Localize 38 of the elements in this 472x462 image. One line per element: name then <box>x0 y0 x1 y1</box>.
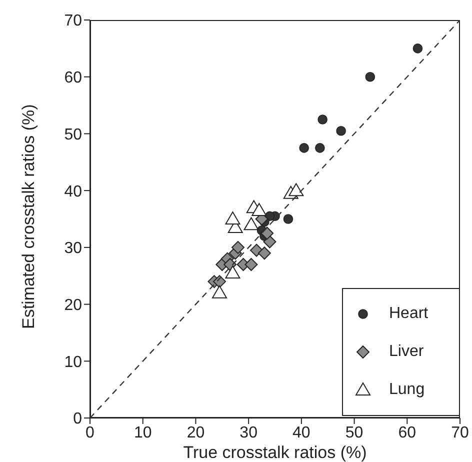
point <box>365 72 376 82</box>
y-axis-title: Estimated crosstalk ratios (%) <box>19 104 38 329</box>
x-tick-label: 20 <box>186 424 205 442</box>
point <box>244 217 259 230</box>
y-tick-label: 50 <box>64 126 82 144</box>
x-tick-label: 0 <box>86 424 95 442</box>
point <box>318 114 328 124</box>
point <box>252 202 267 216</box>
y-tick-label: 10 <box>64 354 82 371</box>
point <box>212 285 227 298</box>
x-tick-label: 50 <box>345 424 364 442</box>
legend-label: Liver <box>389 343 424 361</box>
point <box>232 240 244 254</box>
point <box>336 126 346 136</box>
x-tick-label: 10 <box>134 424 152 442</box>
y-tick-label: 0 <box>73 410 82 428</box>
point <box>263 235 276 248</box>
x-tick-label: 40 <box>292 424 310 442</box>
point <box>412 44 423 54</box>
y-tick-label: 20 <box>64 296 82 314</box>
y-tick-label: 60 <box>64 70 82 87</box>
y-tick-label: 70 <box>64 12 82 30</box>
point <box>225 266 240 279</box>
point <box>315 143 325 153</box>
point <box>244 258 258 271</box>
y-tick-label: 30 <box>64 240 82 258</box>
y-tick-label: 40 <box>64 183 82 200</box>
x-tick-label: 60 <box>398 424 416 442</box>
x-tick-label: 70 <box>451 424 469 442</box>
point <box>258 246 271 260</box>
point <box>299 143 309 153</box>
legend-label: Lung <box>389 381 425 399</box>
point <box>225 212 240 224</box>
x-tick-label: 30 <box>240 424 258 442</box>
point <box>288 183 304 196</box>
point <box>283 214 294 224</box>
legend-label: Heart <box>389 305 428 323</box>
x-axis-title: True crosstalk ratios (%) <box>183 443 367 462</box>
